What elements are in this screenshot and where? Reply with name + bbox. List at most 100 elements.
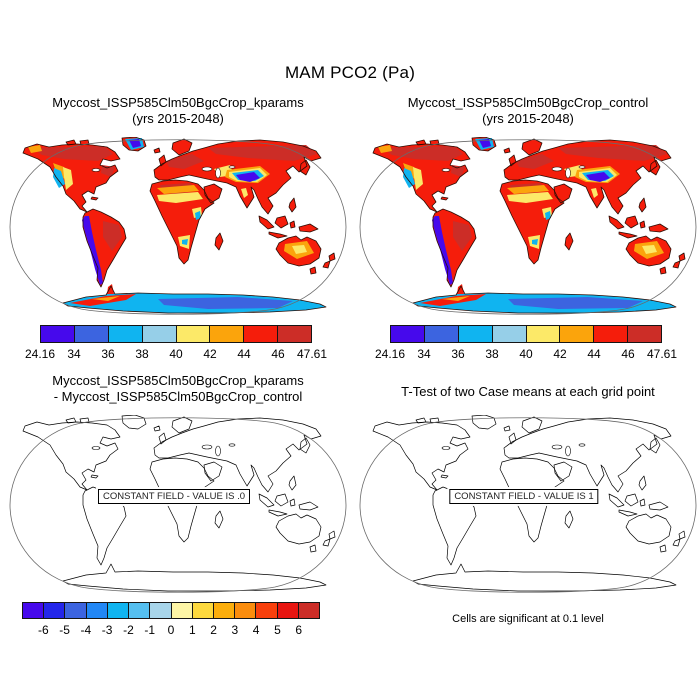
land-iceland	[154, 426, 160, 431]
region-india-low	[591, 188, 598, 198]
coastline-africa	[149, 179, 215, 265]
world-map-difference	[8, 415, 348, 595]
coastline-tasmania	[659, 544, 667, 553]
region-tibet-cold	[236, 172, 260, 182]
colorbar-top-left: 24.16 34 36 38 40 42 44 46 47.61	[25, 325, 327, 361]
panel-title-bottom-left: Myccost_ISSP585Clm50BgcCrop_kparams - My…	[8, 373, 348, 405]
coastline-nz-north	[328, 530, 336, 540]
coastline-cuba	[440, 474, 449, 479]
land-sumatra	[609, 494, 624, 507]
colorbar-segment	[423, 326, 458, 342]
land-sumatra	[259, 494, 274, 507]
colorbar-tick-label: 42	[203, 347, 217, 361]
land-eurasia	[154, 418, 321, 492]
coastline-sulawesi	[289, 498, 296, 507]
region-australia-low	[642, 245, 657, 254]
coastline-south-america	[432, 208, 477, 288]
colorbar-segment	[64, 603, 86, 618]
colorbar-tick-label: -4	[80, 623, 92, 637]
coastline-iceland	[503, 425, 511, 432]
land-scandinavia	[172, 139, 192, 155]
coastline-philippines	[638, 197, 647, 213]
colorbar-segment	[175, 326, 210, 342]
region-west-us-cool	[403, 168, 415, 188]
land-arctic-island-1	[416, 140, 426, 145]
region-antarctic-peninsula	[457, 284, 464, 294]
region-brazil-highband	[453, 221, 472, 251]
coastline-sulawesi	[639, 220, 646, 229]
land-south-america	[433, 487, 476, 565]
land-scandinavia	[522, 139, 542, 155]
colorbar-segment	[255, 603, 277, 618]
region-antarctica-fringe2	[442, 296, 470, 301]
region-greenland-cold	[479, 139, 491, 148]
coastline-japan	[649, 159, 661, 176]
region-ne-canada	[101, 165, 115, 177]
land-scandinavia	[172, 417, 192, 433]
land-java	[269, 510, 287, 516]
colorbar-tick-label: 47.61	[296, 347, 328, 361]
figure-title: MAM PCO2 (Pa)	[284, 63, 416, 82]
lake-caspian-sea	[215, 445, 221, 457]
coastline-scandinavia	[171, 416, 193, 434]
colorbar-segment	[234, 603, 256, 618]
coastline-arctic-island-1	[65, 139, 77, 146]
colorbar-segment	[297, 603, 320, 618]
lake-great-lakes	[441, 168, 451, 172]
region-sahel-low	[507, 192, 553, 203]
colorbar-tick-label: 4	[252, 623, 260, 637]
colorbar-tick-label: 3	[231, 623, 239, 637]
colorbar-segment	[23, 603, 44, 618]
land-arctic-island-1	[416, 418, 426, 423]
colorbar-segment	[41, 326, 74, 342]
coastline-arabia	[553, 183, 573, 204]
coastline-arctic-island-1	[415, 417, 427, 424]
colorbar-strip	[40, 325, 312, 343]
colorbar-tick-label: 40	[519, 347, 533, 361]
land-nz-north	[329, 531, 335, 539]
colorbar-tick-label: 46	[271, 347, 285, 361]
world-map-outline-svg	[359, 415, 697, 593]
land-borneo	[625, 216, 638, 228]
coastline-nz-south	[322, 538, 331, 547]
region-south-africa-cool	[182, 239, 188, 245]
coastline-philippines	[288, 197, 297, 213]
panel-title-top-right: Myccost_ISSP585Clm50BgcCrop_control (yrs…	[358, 95, 698, 127]
colorbar-tick-label: 6	[295, 623, 303, 637]
lake-black-sea	[551, 444, 563, 450]
region-antarctica-cold	[158, 297, 293, 309]
colorbar-tick-label: 42	[553, 347, 567, 361]
colorbar-tick-label: 40	[169, 347, 183, 361]
land-madagascar	[565, 233, 573, 250]
coastline-tasmania	[659, 266, 667, 275]
coastline-madagascar	[564, 510, 574, 529]
coastline-sulawesi	[289, 220, 296, 229]
colorbar-tick-label: 47.61	[646, 347, 678, 361]
colorbar-tick-label: 2	[210, 623, 217, 637]
region-sahel-low	[157, 192, 203, 203]
coastline-cuba	[440, 196, 449, 201]
world-map-filled-svg	[9, 137, 347, 315]
region-india-low	[241, 188, 248, 198]
significance-caption: Cells are significant at 0.1 level	[452, 613, 604, 625]
coastline-greenland	[471, 415, 497, 430]
coastline-sumatra	[608, 215, 625, 230]
projection-frame	[359, 139, 697, 315]
region-canada-highband	[32, 146, 113, 161]
region-west-us-low	[413, 167, 423, 190]
coastline-australia	[625, 513, 672, 545]
colorbar-tick-label: 1	[188, 623, 196, 637]
region-greenland-cold	[129, 139, 141, 148]
panel-title-line-2: - Myccost_ISSP585Clm50BgcCrop_control	[53, 389, 303, 404]
colorbar-segment	[209, 326, 244, 342]
region-tibet-cold	[586, 172, 610, 182]
region-south-africa-cool	[532, 239, 538, 245]
colorbar-segment	[170, 603, 192, 618]
lake-great-lakes	[441, 446, 451, 450]
coastline-australia	[625, 235, 672, 267]
land-nz-north	[679, 253, 685, 261]
coastline-madagascar	[214, 510, 224, 529]
coastline-north-america	[372, 421, 471, 491]
coastline-australia	[275, 235, 322, 267]
constant-field-label-difference: CONSTANT FIELD - VALUE IS .0	[97, 489, 251, 504]
